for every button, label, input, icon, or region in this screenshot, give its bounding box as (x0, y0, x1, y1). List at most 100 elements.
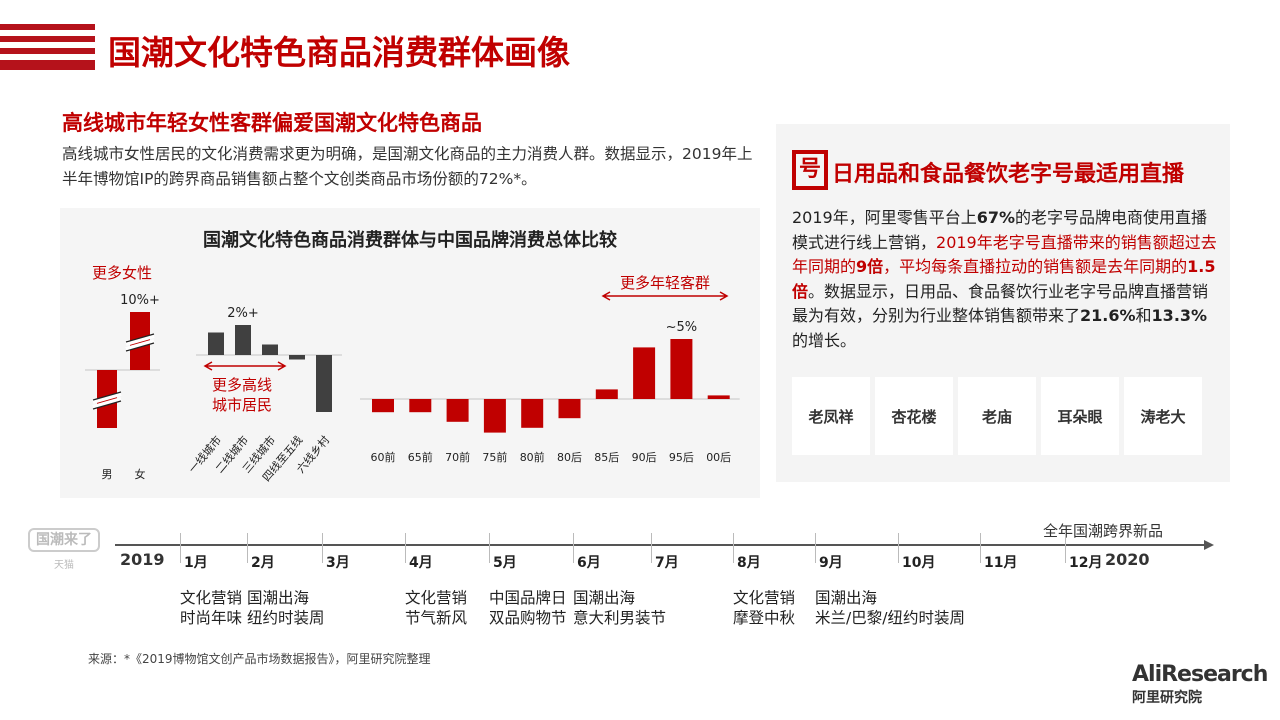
chart-bar (670, 339, 693, 399)
timeline-month: 1月 (184, 555, 208, 571)
tmall-guochao-logo: 国潮来了 (28, 528, 100, 552)
laozihao-icon: 号 (792, 150, 828, 190)
chart-annotation: 城市居民 (212, 396, 272, 414)
chart-bar (521, 399, 544, 428)
timeline-arrow-icon (1204, 540, 1214, 550)
double-arrow-icon (601, 291, 729, 301)
chart-title: 国潮文化特色商品消费群体与中国品牌消费总体比较 (203, 230, 617, 251)
category-label: 85后 (594, 451, 619, 464)
event-line: 米兰/巴黎/纽约时装周 (815, 609, 965, 627)
timeline-tick (733, 533, 734, 563)
chart-bar (262, 344, 278, 355)
timeline-tick (573, 533, 574, 563)
header-stripe (0, 60, 95, 70)
panel-text-run: 13.3% (1151, 306, 1208, 325)
timeline-tick (322, 533, 323, 563)
chart-bar (235, 325, 251, 355)
panel-text-run: 2019年老字号直播带来的销售额超过去年同期的 (792, 232, 1217, 277)
event-line: 中国品牌日 (489, 589, 567, 607)
chart-bar (289, 355, 305, 360)
chart-bar (208, 332, 224, 355)
panel-text-run: 67% (976, 208, 1016, 227)
axis-break-mark (125, 333, 155, 352)
chart-annotation: 更多女性 (92, 264, 152, 282)
category-label: 95后 (669, 451, 694, 464)
double-arrow-icon (203, 361, 287, 371)
brand-logo: 老庙 (958, 377, 1036, 455)
event-line: 文化营销 (180, 589, 243, 607)
aliresearch-sub: 阿里研究院 (1132, 690, 1202, 706)
axis-break-mark (92, 392, 122, 409)
timeline-month: 2月 (251, 555, 275, 571)
category-label: 75前 (482, 450, 507, 464)
panel-text-run: 9倍 (856, 257, 884, 276)
timeline-event: 国潮出海米兰/巴黎/纽约时装周 (815, 588, 965, 628)
panel-text-run: 的老字号品牌电商使用直播模式进行线上营销， (792, 208, 1208, 252)
timeline-start: 2019 (120, 550, 165, 569)
timeline-event: 文化营销 时尚年味 (180, 588, 242, 628)
event-line: 意大利男装节 (573, 609, 667, 627)
category-label: 80前 (520, 450, 545, 464)
timeline-event: 国潮出海 意大利男装节 (573, 588, 666, 628)
axis-break-mark (125, 334, 155, 351)
timeline-tick (180, 533, 181, 563)
timeline-tick (247, 533, 248, 563)
event-line: 节气新风 (405, 609, 468, 627)
timeline-month: 5月 (493, 555, 517, 571)
timeline-event: 国潮出海 纽约时装周 (247, 588, 325, 628)
timeline-month: 9月 (819, 555, 843, 571)
bar-data-label: 2%+ (227, 306, 259, 321)
panel-text-run: 21.6% (1080, 306, 1136, 325)
timeline-end-note: 全年国潮跨界新品 (1043, 522, 1164, 540)
bar-data-label: 10%+ (120, 293, 160, 308)
timeline-month: 11月 (984, 555, 1018, 571)
section-subtitle: 高线城市年轻女性客群偏爱国潮文化特色商品 (62, 111, 482, 135)
timeline-event: 文化营销 节气新风 (405, 588, 467, 628)
timeline-event: 中国品牌日 双品购物节 (489, 588, 567, 628)
event-line: 国潮出海 (247, 589, 310, 607)
timeline-tick (405, 533, 406, 563)
source-note: 来源：*《2019博物馆文创产品市场数据报告》，阿里研究院整理 (88, 652, 431, 666)
brand-logo: 涛老大 (1124, 377, 1202, 455)
page-title: 国潮文化特色商品消费群体画像 (108, 33, 570, 72)
axis-break-mark (92, 391, 122, 410)
chart-bar (409, 399, 432, 413)
chart-bar (633, 347, 656, 399)
timeline-month: 7月 (655, 555, 679, 571)
category-label: 90后 (632, 451, 657, 464)
brand-logo: 耳朵眼 (1041, 377, 1119, 455)
chart-annotation: 更多高线 (212, 376, 272, 394)
timeline-tick (898, 533, 899, 563)
panel-text-run: 和 (1135, 306, 1152, 325)
timeline-tick (1065, 533, 1066, 563)
chart-bar (372, 399, 394, 413)
event-line: 时尚年味 (180, 609, 243, 627)
chart-bar (316, 355, 332, 412)
section-paragraph: 高线城市女性居民的文化消费需求更为明确，是国潮文化商品的主力消费人群。数据显示，… (62, 145, 753, 188)
category-label: 80后 (557, 451, 582, 464)
timeline-tick (980, 533, 981, 563)
chart-bar (558, 399, 581, 419)
brand-logo: 杏花楼 (875, 377, 953, 455)
chart-annotation: 更多年轻客群 (620, 274, 710, 292)
panel-text-run: 的增长。 (792, 330, 857, 350)
chart-bar (446, 399, 469, 422)
chart-bar (483, 399, 506, 433)
panel-text-run: 1.5倍 (792, 257, 1216, 301)
timeline-month: 10月 (902, 555, 936, 571)
event-line: 纽约时装周 (247, 609, 325, 627)
timeline-month: 12月 (1069, 555, 1103, 571)
timeline-tick (489, 533, 490, 563)
bar-data-label: ~5% (666, 320, 698, 335)
event-line: 摩登中秋 (733, 609, 796, 627)
category-label: 女 (135, 467, 146, 481)
chart-bar (595, 389, 618, 399)
live-streaming-panel: 号 日用品和食品餐饮老字号最适用直播 2019年，阿里零售平台上67%的老字号品… (776, 124, 1230, 482)
panel-title: 日用品和食品餐饮老字号最适用直播 (832, 162, 1185, 187)
category-label: 70前 (445, 450, 470, 464)
category-label: 男 (102, 468, 113, 481)
header-stripe (0, 36, 95, 42)
header-stripe (0, 24, 95, 30)
event-line: 国潮出海 (815, 589, 878, 607)
